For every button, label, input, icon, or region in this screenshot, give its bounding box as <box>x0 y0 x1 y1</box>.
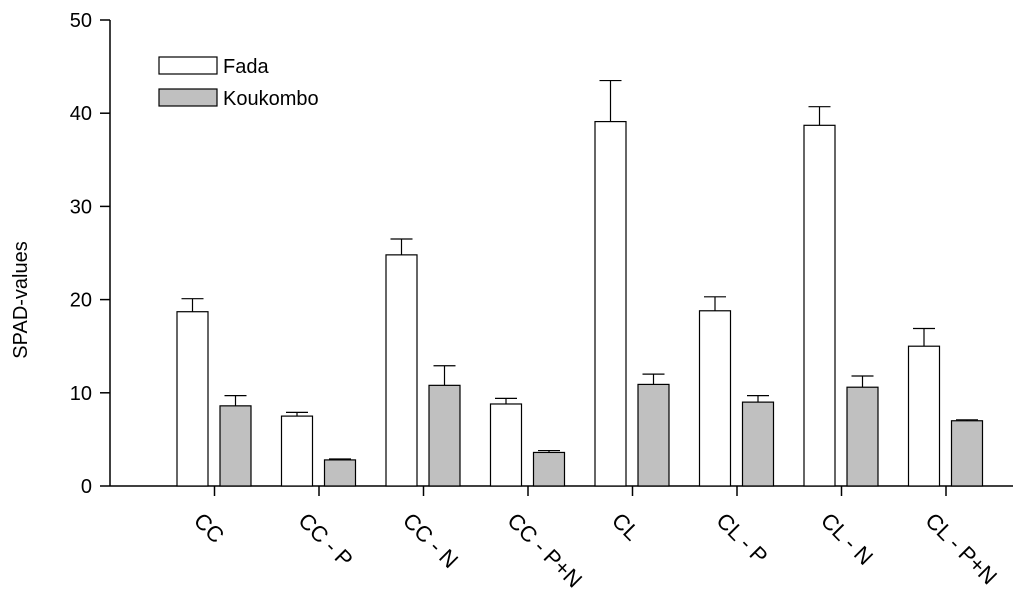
bar-koukombo <box>323 459 357 487</box>
bar-koukombo <box>741 401 775 487</box>
x-tick-label: CC <box>189 508 229 548</box>
legend-label-fada: Fada <box>223 56 269 78</box>
y-axis: 0 10 20 30 40 50 <box>70 10 111 498</box>
x-tick-label: CC - P+N <box>502 508 587 593</box>
legend-label-koukombo: Koukombo <box>223 88 319 110</box>
bar-fada <box>803 124 836 487</box>
x-tick-label: CL - P+N <box>920 508 1002 590</box>
bar-koukombo <box>637 383 670 487</box>
y-tick-label: 0 <box>81 476 92 498</box>
bar-fada <box>698 310 732 487</box>
bar-fada <box>280 415 314 487</box>
bar-koukombo <box>950 420 984 487</box>
x-tick-label: CL <box>607 508 645 546</box>
y-tick-label: 50 <box>70 10 92 32</box>
y-tick-label: 40 <box>70 103 92 125</box>
bar-koukombo <box>532 451 566 487</box>
bar-fada <box>594 120 627 487</box>
bar-koukombo <box>428 384 461 487</box>
bar-fada <box>385 254 418 487</box>
bar-fada <box>176 311 209 487</box>
x-tick-label: CL - P <box>711 508 772 569</box>
x-tick-label: CC - N <box>398 508 463 573</box>
bar-koukombo <box>846 386 879 487</box>
y-tick-label: 10 <box>70 383 92 405</box>
bars <box>176 79 984 487</box>
y-tick-label: 30 <box>70 196 92 218</box>
y-axis-label: SPAD-values <box>10 241 32 358</box>
x-tick-label: CL - N <box>816 508 878 570</box>
bar-fada <box>489 403 523 487</box>
legend: Fada Koukombo <box>158 56 319 110</box>
legend-swatch-fada <box>158 56 218 75</box>
y-tick-label: 20 <box>70 290 92 312</box>
x-tick-label: CC - P <box>293 508 357 572</box>
legend-swatch-koukombo <box>158 88 218 107</box>
bar-fada <box>907 345 941 487</box>
bar-koukombo <box>219 405 252 487</box>
x-axis: CC CC - P CC - N CC - P+N CL CL - P CL - N CL -… <box>110 485 1013 593</box>
